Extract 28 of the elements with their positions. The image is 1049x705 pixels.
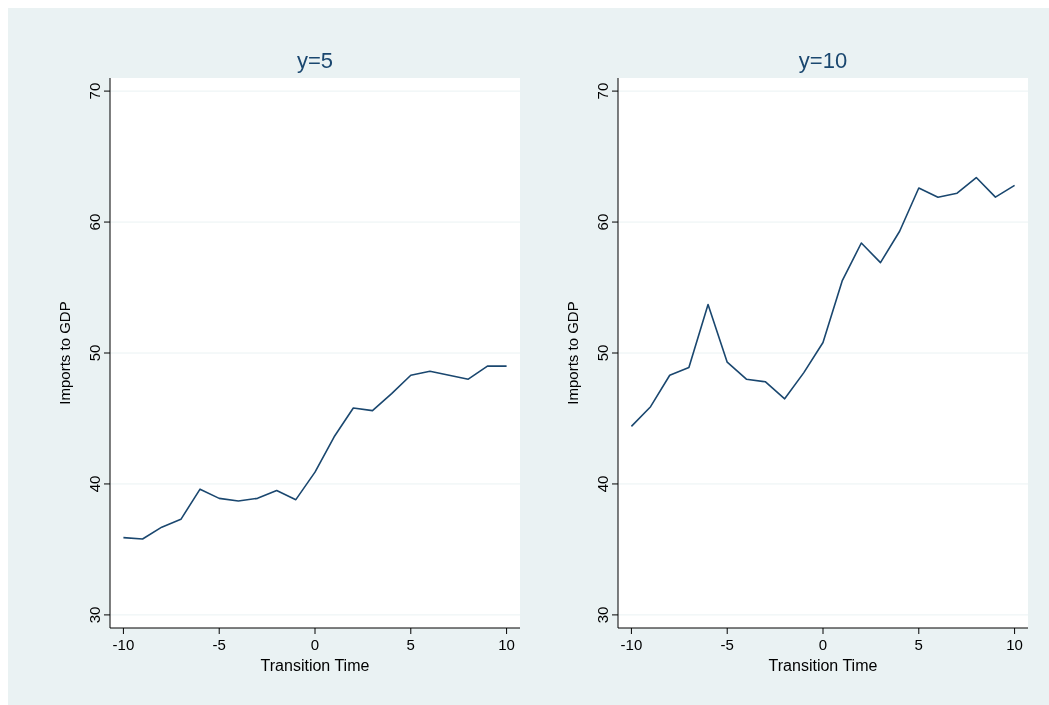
y-tick-label: 40	[86, 475, 103, 493]
x-tick-label: -10	[620, 636, 643, 653]
x-tick-label: 5	[914, 636, 923, 653]
y-tick-label: 50	[86, 344, 103, 362]
y-axis-title: Imports to GDP	[56, 301, 73, 405]
y-tick-label: 30	[594, 606, 611, 624]
y-tick-label: 70	[86, 82, 103, 100]
x-tick-label: -5	[720, 636, 734, 653]
y-tick-label: 30	[86, 606, 103, 624]
x-tick-label: 10	[1006, 636, 1023, 653]
y-tick-label: 70	[594, 82, 611, 100]
x-axis-title: Transition Time	[768, 657, 878, 674]
y-tick-label: 40	[594, 475, 611, 493]
chart-title: y=5	[296, 48, 334, 73]
y-tick-label: 60	[86, 213, 103, 231]
x-tick-label: 5	[406, 636, 415, 653]
y-tick-label: 50	[594, 344, 611, 362]
y-axis-title: Imports to GDP	[564, 301, 581, 405]
x-tick-label: 10	[498, 636, 515, 653]
x-tick-label: -5	[212, 636, 226, 653]
x-tick-label: 0	[310, 636, 320, 653]
chart-title: y=10	[798, 48, 848, 73]
x-tick-label: 0	[818, 636, 828, 653]
y-tick-label: 60	[594, 213, 611, 231]
x-tick-label: -10	[112, 636, 135, 653]
line-series	[122, 365, 508, 540]
x-axis-title: Transition Time	[260, 657, 370, 674]
line-series	[630, 176, 1016, 428]
